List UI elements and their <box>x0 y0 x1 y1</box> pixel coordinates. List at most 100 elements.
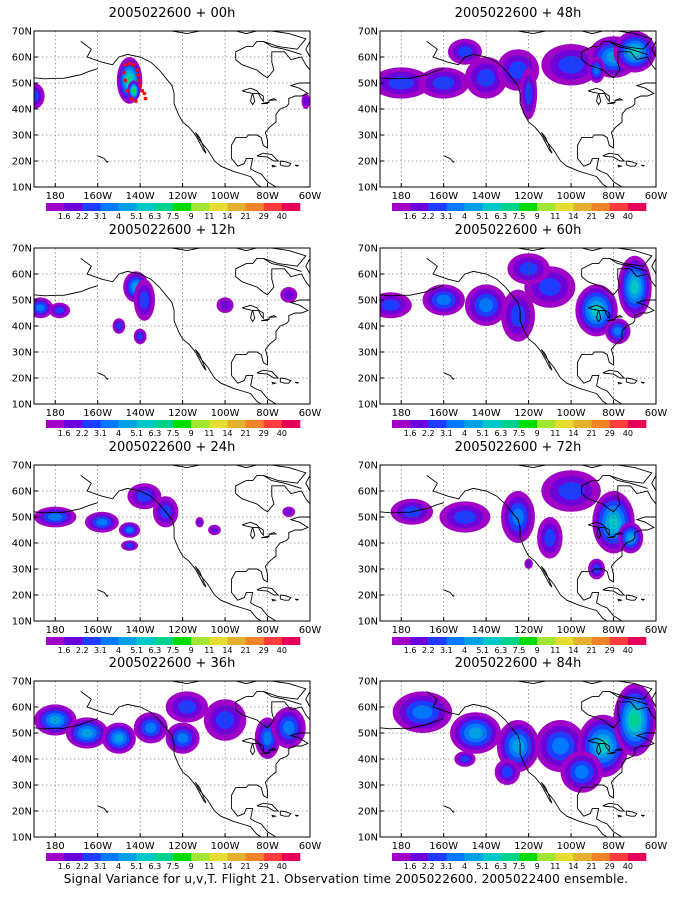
variance-contour <box>574 765 589 779</box>
colorbar-swatch <box>446 420 465 428</box>
colorbar-swatch <box>100 637 119 645</box>
variance-contour <box>512 738 524 754</box>
hudson-bay-coast <box>235 690 310 729</box>
colorbar: 1.6 2.2 3.1 4 5.1 6.3 7.5 9 11 14 21 29 40 <box>46 853 301 871</box>
lat-tick-label: 50N <box>12 513 32 524</box>
observation-dot <box>134 99 138 103</box>
colorbar-swatch <box>118 853 138 861</box>
colorbar-swatch <box>591 853 611 861</box>
variance-contour <box>125 543 134 548</box>
colorbar-swatch <box>173 637 192 645</box>
lon-tick-label: 100W <box>557 191 586 202</box>
variance-contour <box>510 304 526 327</box>
colorbar-level-label: 1.6 <box>58 212 71 221</box>
great-lake <box>268 532 278 535</box>
lat-tick-label: 60N <box>12 53 32 64</box>
colorbar-swatch <box>500 420 520 428</box>
aleutian-islands <box>34 718 98 730</box>
colorbar-level-label: 11 <box>550 646 560 655</box>
lon-tick-label: 100W <box>211 625 240 636</box>
lon-tick-label: 120W <box>168 625 197 636</box>
lon-tick-label: 120W <box>168 841 197 852</box>
colorbar-level-label: 6.3 <box>494 429 507 438</box>
caribbean-island <box>640 598 646 601</box>
caribbean-island <box>279 810 292 817</box>
lat-tick-label: 50N <box>358 513 378 524</box>
colorbar-swatch <box>410 853 429 861</box>
north-america-coast <box>426 475 656 621</box>
lat-tick-label: 30N <box>358 348 378 359</box>
colorbar-swatch <box>227 420 246 428</box>
colorbar-swatch <box>82 420 101 428</box>
arctic-island <box>517 465 546 469</box>
colorbar-level-label: 1.6 <box>404 646 417 655</box>
lat-tick-label: 20N <box>12 157 32 168</box>
variance-contour <box>303 96 309 106</box>
lon-tick-label: 180 <box>46 841 65 852</box>
great-lake <box>241 521 260 528</box>
great-lake <box>241 87 260 94</box>
arctic-island <box>651 691 656 708</box>
lat-tick-label: 70N <box>358 244 378 255</box>
variance-contour <box>544 528 556 547</box>
colorbar: 1.6 2.2 3.1 4 5.1 6.3 7.5 9 11 14 21 29 40 <box>392 420 647 438</box>
caribbean-island <box>279 594 292 601</box>
colorbar-swatch <box>392 637 411 645</box>
colorbar-level-label: 5.1 <box>476 862 489 871</box>
arctic-island <box>171 465 200 469</box>
colorbar-swatch <box>64 637 83 645</box>
colorbar-swatch <box>136 203 156 211</box>
great-lake <box>604 93 610 103</box>
colorbar-swatch <box>209 420 228 428</box>
caribbean-island <box>625 810 638 817</box>
colorbar-level-label: 2.2 <box>422 646 435 655</box>
hudson-bay-coast <box>581 690 656 729</box>
north-america-coast <box>80 691 310 837</box>
colorbar-level-label: 9 <box>535 212 540 221</box>
hudson-bay-coast <box>235 257 310 296</box>
colorbar-level-label: 7.5 <box>513 212 526 221</box>
variance-contour <box>126 527 134 533</box>
colorbar-level-label: 6.3 <box>494 862 507 871</box>
colorbar-swatch <box>82 203 101 211</box>
colorbar-swatch <box>392 203 411 211</box>
colorbar-swatch <box>627 637 647 645</box>
lon-tick-label: 160W <box>83 191 112 202</box>
arctic-island <box>305 258 310 275</box>
colorbar-swatch <box>482 853 502 861</box>
colorbar-swatch <box>136 853 156 861</box>
variance-contour <box>34 90 39 102</box>
caribbean-island <box>271 598 278 602</box>
hudson-bay-coast <box>581 257 656 296</box>
variance-contour <box>538 278 561 296</box>
colorbar-swatch <box>136 420 156 428</box>
lon-tick-label: 80W <box>602 625 625 636</box>
colorbar-swatch <box>519 420 538 428</box>
lat-tick-label: 20N <box>12 374 32 385</box>
observation-dot <box>140 89 145 93</box>
colorbar-level-label: 3.1 <box>94 429 107 438</box>
colorbar-swatch <box>537 637 556 645</box>
colorbar-swatch <box>263 203 283 211</box>
gridlines <box>34 465 310 621</box>
colorbar-swatch <box>245 203 265 211</box>
variance-contour <box>215 711 235 729</box>
lat-tick-label: 30N <box>358 781 378 792</box>
colorbar-level-label: 11 <box>204 646 214 655</box>
lon-tick-label: 120W <box>514 625 543 636</box>
colorbar-level-label: 3.1 <box>440 429 453 438</box>
variance-contour <box>613 326 623 336</box>
north-america-coast <box>426 691 656 837</box>
variance-contour <box>630 279 639 295</box>
caribbean-island <box>602 802 626 812</box>
great-lake <box>587 87 606 94</box>
colorbar-level-label: 29 <box>259 212 269 221</box>
aleutian-islands <box>34 285 98 297</box>
colorbar-level-label: 2.2 <box>422 862 435 871</box>
map-panel: 2005022600 + 72h 70N 60N 50N 40N 30N 20N 10N 180… <box>358 440 668 655</box>
lat-tick-label: 60N <box>12 703 32 714</box>
lat-tick-label: 40N <box>12 105 32 116</box>
variance-contour <box>284 508 293 515</box>
colorbar-level-label: 9 <box>189 429 194 438</box>
lat-tick-label: 40N <box>12 755 32 766</box>
